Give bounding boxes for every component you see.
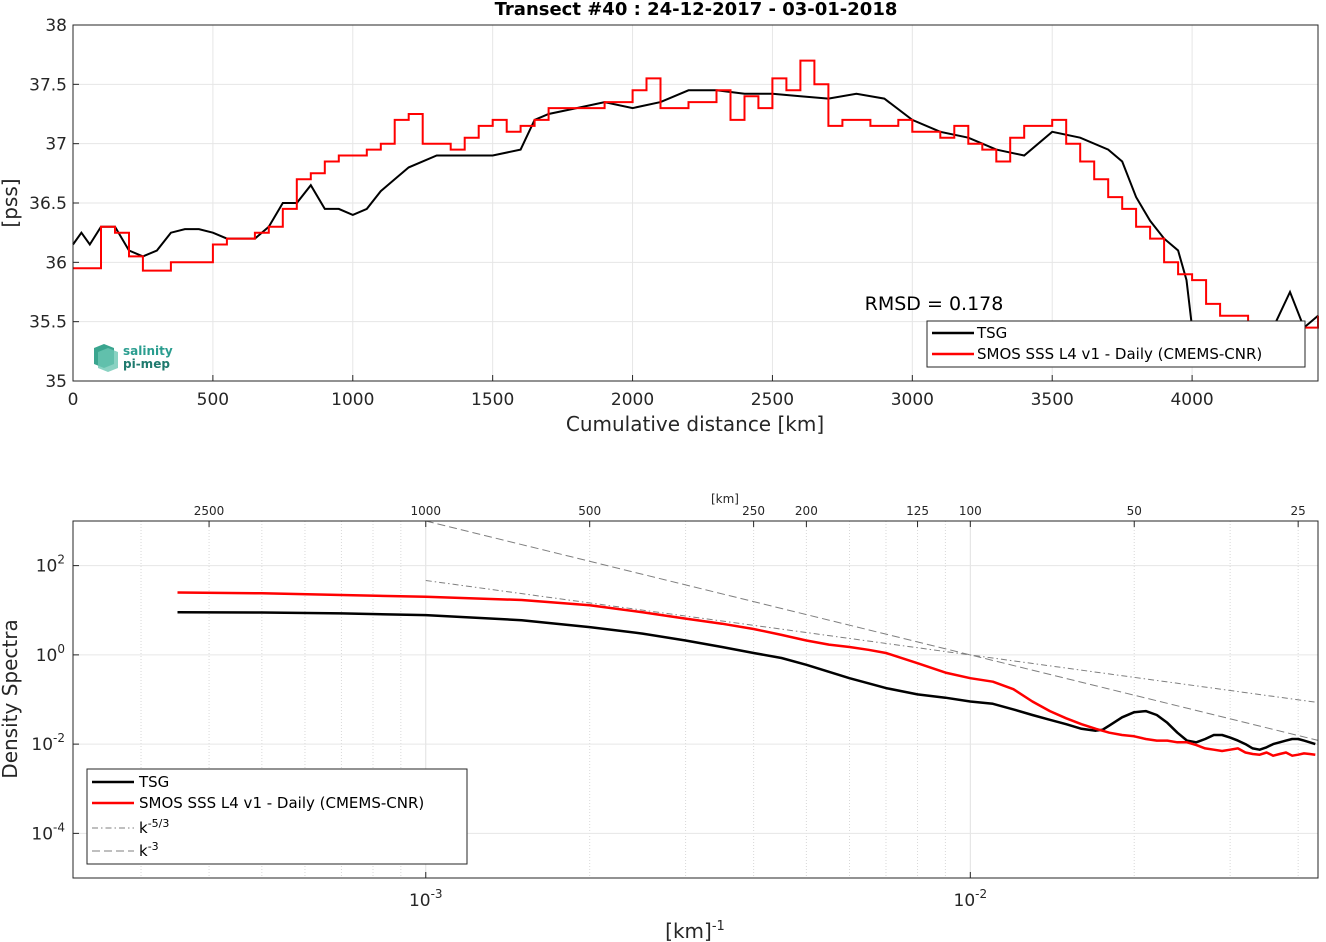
bottom-y-tick-label: 10-2	[31, 731, 65, 755]
top-x-tick-label: 0	[68, 390, 79, 410]
top-axes-box	[72, 24, 1319, 382]
top-x-tick-label: 2000	[611, 390, 654, 410]
salinity-pi-mep-logo: salinity pi-mep	[94, 344, 173, 372]
tick-exponent: -2	[53, 731, 65, 745]
tick-base: 10	[954, 891, 976, 911]
tick-exponent: -4	[53, 820, 65, 834]
top-x-tick-label: 1500	[471, 390, 514, 410]
top-legend-smos-label: SMOS SSS L4 v1 - Daily (CMEMS-CNR)	[977, 345, 1262, 363]
tick-exponent: 2	[57, 553, 65, 567]
k-3-reference-line	[425, 520, 1319, 741]
top-x-tick-label: 4000	[1170, 390, 1213, 410]
chart-title: Transect #40 : 24-12-2017 - 03-01-2018	[495, 0, 898, 20]
tick-base: 10	[409, 891, 431, 911]
smos-spectrum-line	[177, 591, 1316, 757]
top-x-tick-label: 3000	[891, 390, 934, 410]
bottom-legend: TSG SMOS SSS L4 v1 - Daily (CMEMS-CNR) k…	[86, 768, 468, 865]
tsg-spectrum-line	[177, 611, 1316, 751]
bottom-top-tick-label: 200	[795, 504, 818, 518]
bottom-top-tick-label: 250	[742, 504, 765, 518]
tsg-series-line	[72, 89, 1319, 330]
logo-text-line2: pi-mep	[123, 357, 170, 371]
top-y-axis-label: [pss]	[0, 178, 22, 227]
bottom-top-tick-label: 2500	[194, 504, 225, 518]
bottom-legend-k53-label: k-5/3	[139, 817, 169, 837]
bottom-x-axis-label-exp: -1	[712, 919, 725, 934]
k3-label-exp: -3	[148, 840, 159, 853]
top-x-tick-label: 500	[197, 390, 229, 410]
top-legend-box	[926, 320, 1306, 368]
top-x-axis-unit-label: [km]	[711, 492, 739, 506]
bottom-top-tick-label: 500	[578, 504, 601, 518]
top-legend-tsg-label: TSG	[976, 324, 1007, 342]
bottom-top-tick-label: 1000	[410, 504, 441, 518]
rmsd-annotation: RMSD = 0.178	[865, 293, 1004, 315]
bottom-x-axis-label-base: [km]	[665, 919, 712, 942]
top-legend: TSG SMOS SSS L4 v1 - Daily (CMEMS-CNR)	[926, 320, 1306, 368]
logo-text-line1: salinity	[123, 344, 173, 358]
bottom-top-tick-label: 50	[1127, 504, 1142, 518]
tick-exponent: -3	[431, 887, 443, 901]
bottom-x-tick-label: 10-3	[409, 887, 443, 911]
bottom-legend-tsg-label: TSG	[138, 773, 169, 791]
top-x-axis-label: Cumulative distance [km]	[566, 412, 824, 436]
tick-exponent: -2	[975, 887, 987, 901]
salinity-transect-chart: Transect #40 : 24-12-2017 - 03-01-2018 0…	[0, 0, 1319, 436]
top-y-tick-label: 37	[45, 135, 67, 155]
top-y-tick-label: 35.5	[29, 313, 67, 333]
bottom-y-tick-label: 100	[36, 642, 65, 666]
top-series-lines	[72, 59, 1319, 330]
top-y-tick-label: 37.5	[29, 75, 67, 95]
bottom-top-tick-label: 100	[959, 504, 982, 518]
bottom-y-tick-label: 102	[36, 553, 65, 577]
bottom-x-tick-label: 10-2	[954, 887, 988, 911]
top-y-tick-label: 36	[45, 253, 67, 273]
smos-series-line	[73, 59, 1319, 329]
bottom-x-axis-label: [km]-1	[665, 919, 725, 942]
k53-label-base: k	[139, 819, 148, 837]
bottom-legend-box	[86, 768, 468, 865]
logo-cube-shadow	[98, 348, 118, 372]
tick-base: 10	[31, 735, 53, 755]
tick-base: 10	[36, 646, 58, 666]
bottom-series-lines	[177, 520, 1319, 757]
bottom-top-tick-label: 125	[906, 504, 929, 518]
top-y-tick-label: 35	[45, 372, 67, 392]
bottom-y-tick-label: 10-4	[31, 820, 65, 844]
tick-base: 10	[36, 557, 58, 577]
bottom-top-tick-label: 25	[1291, 504, 1306, 518]
top-tick-labels: 0 500 1000 1500 2000 2500 3000 3500 4000 35 35.5 36…	[29, 16, 1214, 410]
top-x-tick-label: 2500	[751, 390, 794, 410]
k-5-3-reference-line	[425, 580, 1319, 703]
k3-label-base: k	[139, 842, 148, 860]
bottom-y-axis-label: Density Spectra	[0, 619, 22, 778]
tick-exponent: 0	[57, 642, 65, 656]
bottom-axes-box	[72, 520, 1319, 879]
k53-label-exp: -5/3	[148, 817, 170, 830]
tick-base: 10	[31, 824, 53, 844]
top-y-tick-label: 38	[45, 16, 67, 36]
bottom-legend-k3-label: k-3	[139, 840, 159, 860]
top-y-tick-label: 36.5	[29, 194, 67, 214]
top-x-tick-label: 3500	[1031, 390, 1074, 410]
bottom-legend-smos-label: SMOS SSS L4 v1 - Daily (CMEMS-CNR)	[139, 794, 424, 812]
top-x-tick-label: 1000	[331, 390, 374, 410]
